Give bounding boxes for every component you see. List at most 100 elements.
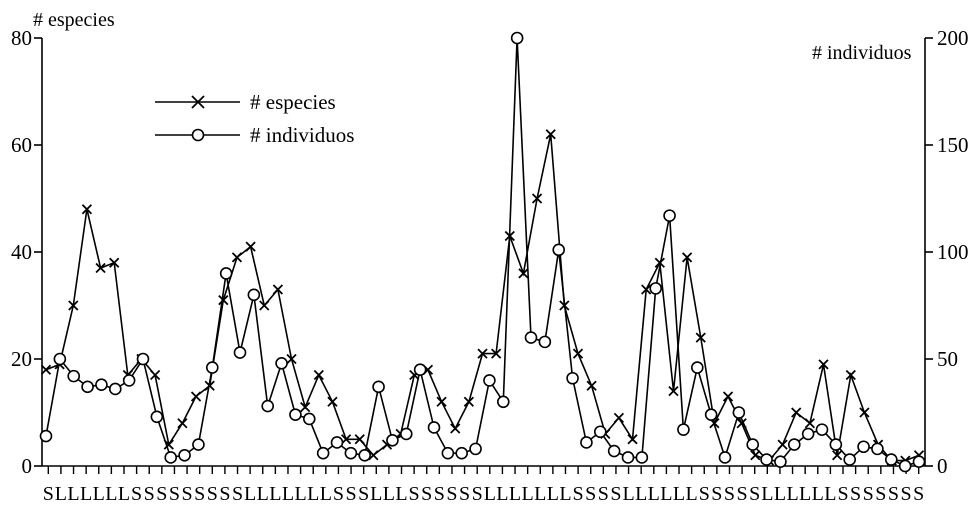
- x-category-label: S: [913, 483, 924, 505]
- data-point-x: [832, 450, 843, 461]
- data-point-x: [368, 450, 379, 461]
- data-point-circle: [136, 352, 150, 366]
- x-category-label: L: [67, 483, 79, 505]
- data-point-x: [668, 385, 679, 397]
- x-category-label: S: [837, 483, 848, 505]
- data-point-circle: [593, 425, 607, 439]
- x-category-label: S: [409, 483, 420, 505]
- x-category-label: L: [534, 483, 546, 505]
- data-point-circle: [316, 446, 330, 460]
- right-tick-label: 0: [937, 454, 948, 478]
- data-point-circle: [510, 31, 524, 45]
- data-point-circle: [178, 448, 191, 462]
- data-point-circle: [372, 380, 385, 394]
- data-point-circle: [413, 363, 427, 377]
- legend-x-marker-icon: [191, 95, 205, 109]
- x-category-label: S: [144, 483, 155, 505]
- left-tick-label: 40: [11, 240, 32, 264]
- x-category-label: S: [232, 483, 243, 505]
- data-point-x: [641, 284, 652, 295]
- x-category-label: L: [93, 483, 105, 505]
- x-category-label: L: [799, 483, 811, 505]
- data-point-circle: [829, 438, 843, 451]
- data-point-x: [300, 402, 311, 413]
- data-point-circle: [469, 442, 482, 456]
- data-point-circle: [760, 453, 773, 466]
- x-category-label: L: [105, 483, 117, 505]
- legend-circle-marker-icon: [191, 128, 205, 142]
- data-point-x: [531, 193, 543, 204]
- data-point-x: [109, 257, 120, 268]
- data-point-x: [218, 295, 229, 306]
- data-point-x: [791, 407, 802, 418]
- x-category-label: S: [850, 483, 861, 505]
- data-point-circle: [39, 429, 53, 443]
- x-category-label: S: [156, 483, 167, 505]
- data-point-x: [463, 396, 474, 407]
- data-point-circle: [912, 455, 926, 469]
- x-category-label: L: [383, 483, 395, 505]
- right-tick-label: 50: [937, 347, 958, 371]
- data-point-circle: [386, 434, 399, 447]
- x-category-label: L: [686, 483, 698, 505]
- left-y-axis-ticks: 0 20 40 60 80: [11, 26, 42, 478]
- x-category-label: L: [812, 483, 824, 505]
- data-point-x: [286, 353, 297, 365]
- x-category-label: S: [182, 483, 193, 505]
- data-point-circle: [455, 446, 469, 460]
- data-point-circle: [233, 346, 247, 359]
- data-point-x: [259, 300, 270, 311]
- x-category-label: S: [875, 483, 886, 505]
- data-point-x: [777, 439, 788, 450]
- data-point-x: [177, 418, 188, 429]
- data-point-x: [231, 252, 243, 263]
- x-category-label: L: [484, 483, 496, 505]
- x-category-label: S: [219, 483, 230, 505]
- x-category-label: L: [395, 483, 407, 505]
- data-point-circle: [871, 442, 884, 456]
- data-point-circle: [677, 423, 690, 436]
- x-category-label: L: [547, 483, 559, 505]
- data-point-circle: [857, 440, 870, 454]
- data-point-x: [436, 396, 447, 407]
- data-point-circle: [690, 361, 704, 374]
- data-point-circle: [884, 453, 898, 466]
- right-tick-label: 150: [937, 133, 969, 157]
- x-category-label: S: [131, 483, 142, 505]
- x-category-label: L: [635, 483, 647, 505]
- data-point-circle: [496, 395, 510, 409]
- data-point-circle: [53, 352, 67, 366]
- x-category-label: S: [194, 483, 205, 505]
- x-category-label: S: [169, 483, 180, 505]
- x-category-label: S: [333, 483, 344, 505]
- left-tick-label: 20: [11, 347, 32, 371]
- x-category-label: L: [257, 483, 269, 505]
- data-point-circle: [108, 382, 122, 396]
- data-point-circle: [801, 427, 815, 441]
- x-category-label: L: [774, 483, 786, 505]
- data-point-x: [695, 332, 706, 343]
- x-category-label: L: [244, 483, 256, 505]
- left-tick-label: 80: [11, 26, 32, 50]
- right-y-axis-ticks: 0 50 100 150 200: [925, 26, 969, 478]
- data-point-x: [272, 284, 284, 295]
- data-point-circle: [275, 356, 288, 370]
- x-category-label: L: [673, 483, 685, 505]
- data-point-circle: [635, 451, 649, 464]
- data-point-circle: [164, 451, 178, 464]
- x-category-label: S: [472, 483, 483, 505]
- data-point-circle: [261, 399, 275, 413]
- left-tick-label: 60: [11, 133, 32, 157]
- data-point-x: [859, 407, 870, 418]
- data-point-circle: [302, 412, 316, 426]
- right-axis-title: # individuos: [812, 42, 912, 64]
- x-category-label: S: [737, 483, 748, 505]
- data-point-x: [95, 262, 106, 274]
- data-point-x: [354, 434, 365, 445]
- data-point-x: [750, 450, 761, 461]
- x-category-label: S: [434, 483, 445, 505]
- series-individuos: [39, 31, 926, 473]
